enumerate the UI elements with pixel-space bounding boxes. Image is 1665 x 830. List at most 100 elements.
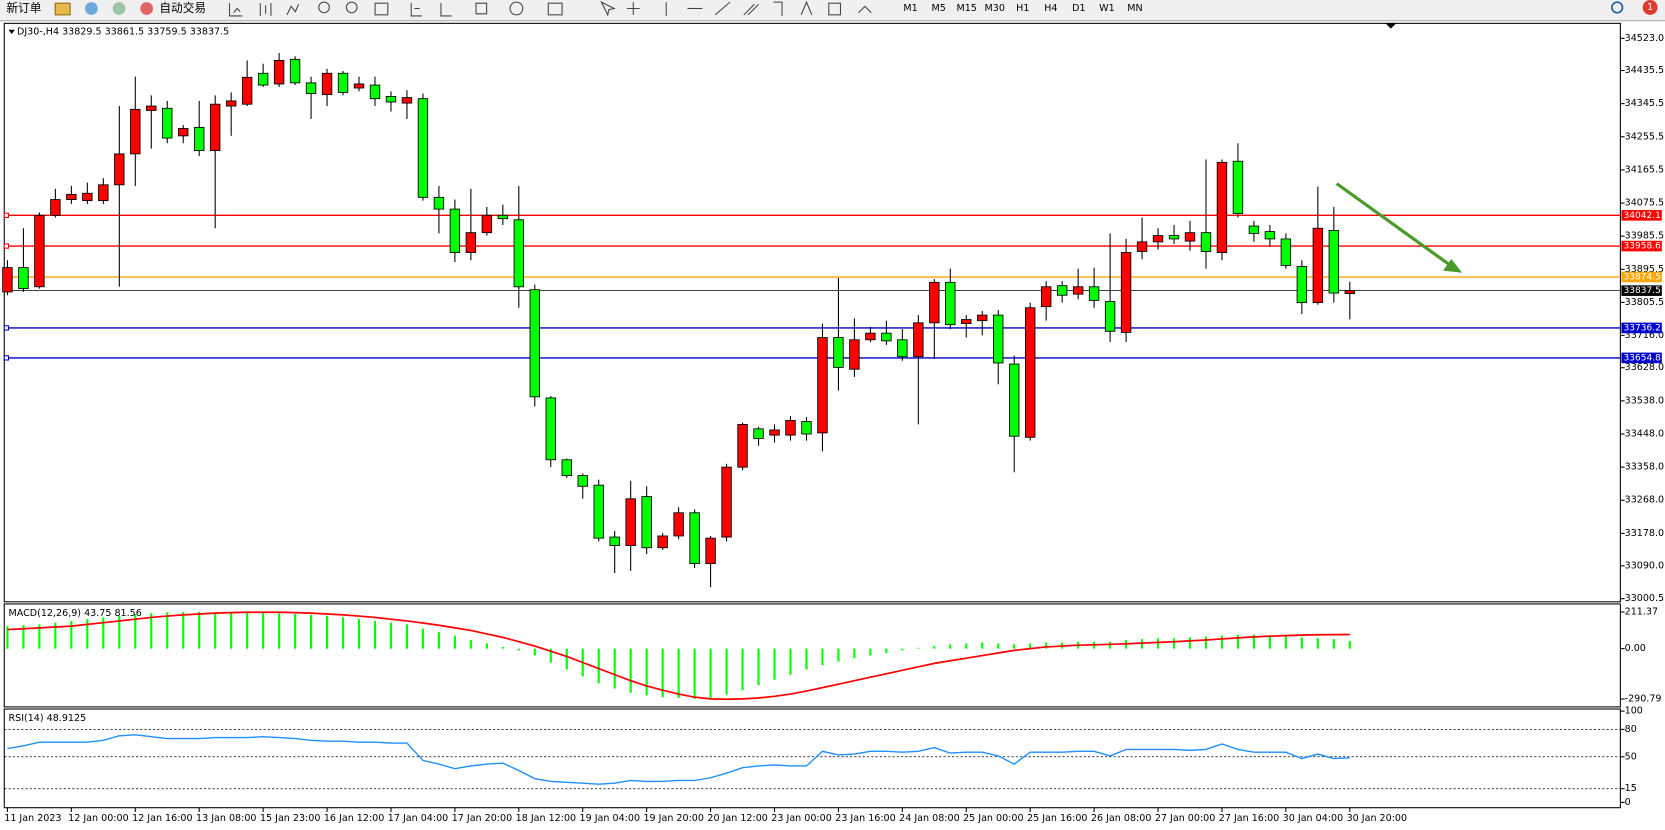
price-pane	[3, 22, 1621, 603]
candle-body	[337, 72, 349, 93]
y-tick-label: 33090.0	[1625, 560, 1665, 571]
candle-body	[545, 397, 556, 461]
candle-body	[513, 219, 525, 288]
candle-body	[98, 184, 109, 202]
candle-body	[82, 192, 93, 202]
x-tick-label: 12 Jan 16:00	[132, 813, 192, 824]
timeframe-button[interactable]: M1	[903, 3, 917, 14]
level-handle	[3, 325, 10, 331]
alert-badge[interactable]	[1642, 0, 1658, 15]
y-tick-label: 0.00	[1625, 643, 1646, 654]
candle-body	[1264, 231, 1276, 240]
x-tick-label: 26 Jan 08:00	[1091, 813, 1151, 824]
candle-body	[257, 72, 269, 86]
y-tick-label: 34435.5	[1625, 65, 1665, 76]
icon[interactable]	[85, 2, 98, 15]
candle-body	[1024, 307, 1036, 438]
y-tick-label: 34255.5	[1625, 131, 1665, 142]
candle-body	[1296, 266, 1308, 304]
level-label-bg	[1621, 352, 1662, 364]
candle-body	[1280, 238, 1292, 266]
candle-body	[50, 199, 61, 216]
candle-body	[625, 498, 636, 546]
candle-body	[593, 484, 604, 539]
candle-body	[1104, 301, 1116, 332]
x-tick-label: 18 Jan 12:00	[516, 813, 576, 824]
y-tick-label: -290.79	[1625, 694, 1662, 705]
y-tick-label: 33895.5	[1625, 264, 1665, 275]
candle-body	[385, 96, 397, 103]
search-icon[interactable]	[1611, 1, 1624, 14]
candle-body	[641, 496, 652, 549]
candle-body	[817, 337, 828, 434]
candle-body	[657, 535, 668, 549]
timeframe-button[interactable]: W1	[1099, 3, 1115, 14]
candle-body	[465, 232, 477, 253]
x-tick-label: 17 Jan 04:00	[388, 813, 448, 824]
candle-body	[673, 512, 684, 537]
icon[interactable]	[54, 2, 71, 16]
timeframe-button[interactable]: H1	[1016, 3, 1029, 14]
x-tick-label: 20 Jan 12:00	[707, 813, 767, 824]
x-tick-label: 11 Jan 2023	[4, 813, 61, 824]
candle-body	[577, 475, 588, 487]
level-handle	[3, 212, 10, 218]
candle-body	[609, 536, 620, 546]
icon[interactable]	[140, 2, 154, 15]
candle-body	[417, 98, 429, 198]
candle-body	[1136, 241, 1148, 252]
timeframe-button[interactable]: M5	[931, 3, 945, 14]
level-label: 33837.5	[1624, 286, 1661, 296]
tool-icons[interactable]	[228, 0, 872, 17]
y-tick-label: 80	[1625, 724, 1637, 735]
level-label: 33654.8	[1624, 353, 1662, 363]
icon[interactable]	[112, 2, 126, 15]
candle-body	[1344, 290, 1356, 295]
candle-body	[977, 314, 988, 322]
x-tick-label: 15 Jan 23:00	[260, 813, 320, 824]
candle-body	[1232, 160, 1244, 214]
y-tick-label: 33985.5	[1625, 231, 1665, 242]
candle-body	[849, 339, 860, 370]
timeframe-button[interactable]: MN	[1127, 3, 1142, 14]
level-label: 33874.5	[1624, 273, 1661, 283]
candle-body	[241, 76, 253, 105]
candle-body	[561, 459, 572, 477]
new-order-button[interactable]: 新订单	[6, 1, 41, 15]
x-tick-label: 17 Jan 20:00	[452, 813, 512, 824]
y-tick-label: 50	[1625, 751, 1637, 762]
candle-body	[1184, 232, 1196, 242]
y-tick-label: 15	[1625, 783, 1637, 794]
timeframe-button[interactable]: M15	[956, 3, 976, 14]
level-handle	[3, 355, 10, 361]
level-label-bg	[1621, 322, 1662, 334]
y-tick-label: 100	[1625, 706, 1643, 717]
x-tick-label: 19 Jan 04:00	[580, 813, 640, 824]
candle-body	[34, 214, 45, 288]
candle-body	[1056, 285, 1068, 296]
shift-marker	[1385, 23, 1397, 29]
candle-body	[433, 196, 445, 210]
candle-body	[1248, 225, 1260, 234]
timeframe-button[interactable]: H4	[1044, 3, 1057, 14]
level-label: 34042.1	[1624, 211, 1661, 221]
candle-body	[162, 107, 173, 139]
timeframe-button[interactable]: M30	[985, 3, 1005, 14]
candle-body	[1200, 232, 1212, 252]
candle-body	[961, 319, 972, 325]
candle-body	[689, 512, 700, 564]
candle-body	[369, 84, 381, 100]
x-tick-label: 23 Jan 00:00	[771, 813, 831, 824]
candle-body	[1088, 286, 1100, 301]
candle-body	[305, 82, 317, 94]
candle-body	[193, 126, 205, 152]
trend-arrow	[1335, 182, 1463, 273]
timeframe-button[interactable]: D1	[1072, 3, 1085, 14]
x-tick-label: 16 Jan 12:00	[324, 813, 384, 824]
y-tick-label: 33000.5	[1625, 593, 1665, 604]
candle-body	[209, 103, 221, 152]
alert-count: 1	[1647, 2, 1653, 13]
candle-body	[273, 59, 285, 85]
auto-trading-button[interactable]: 自动交易	[159, 1, 206, 15]
y-tick-label: 34165.5	[1625, 164, 1665, 175]
